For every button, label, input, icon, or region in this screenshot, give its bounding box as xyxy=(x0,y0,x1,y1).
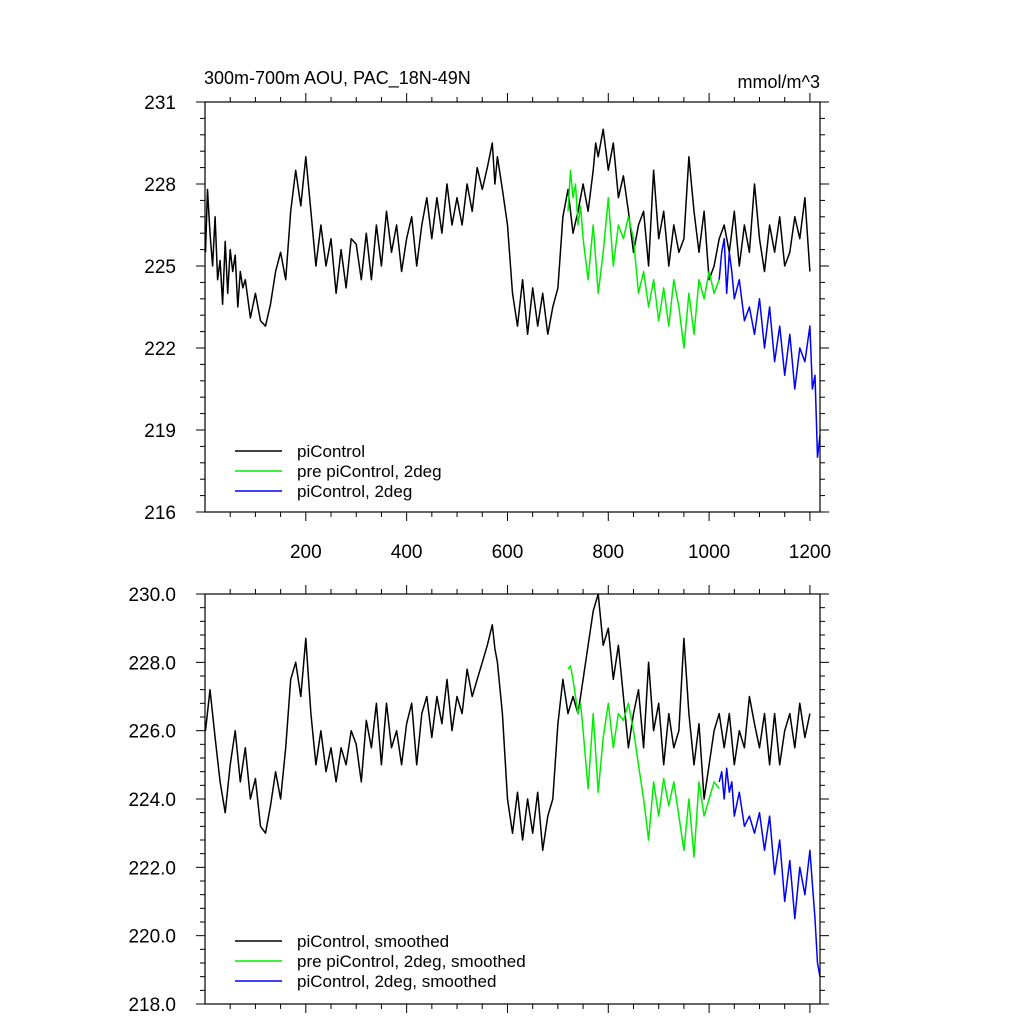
legend-label: piControl, 2deg xyxy=(297,482,412,501)
y-tick-label: 224.0 xyxy=(128,790,176,811)
legend-label: piControl xyxy=(297,442,365,461)
x-tick-label: 200 xyxy=(290,542,322,563)
x-tick-label: 800 xyxy=(592,542,624,563)
series-line-2 xyxy=(567,169,720,349)
y-tick-label: 230.0 xyxy=(128,585,176,606)
series-layer xyxy=(204,128,821,459)
x-tick-label: 1200 xyxy=(789,542,831,563)
legend-label: pre piControl, 2deg, smoothed xyxy=(297,952,526,971)
y-tick-label: 225 xyxy=(144,257,176,278)
y-tick-label: 220.0 xyxy=(128,927,176,948)
x-tick-label: 400 xyxy=(391,542,423,563)
series-line-1 xyxy=(204,128,811,336)
y-tick-label: 231 xyxy=(144,93,176,114)
plot-frame xyxy=(204,593,821,1005)
plot-frame xyxy=(204,101,821,513)
y-tick-label: 219 xyxy=(144,421,176,442)
top-panel: 300m-700m AOU, PAC_18N-49N mmol/m^3 200 4… xyxy=(144,68,831,563)
y-tick-label: 216 xyxy=(144,503,176,524)
legend-label: piControl, 2deg, smoothed xyxy=(297,972,496,991)
series-line-2 xyxy=(567,664,720,858)
y-tick-label: 228.0 xyxy=(128,653,176,674)
x-tick-label: 1000 xyxy=(688,542,730,563)
y-tick-label: 228 xyxy=(144,175,176,196)
y-tick-label: 226.0 xyxy=(128,722,176,743)
bottom-panel: 218.0 220.0 222.0 224.0 226.0 228.0 230.0 piCo… xyxy=(128,585,829,1016)
series-layer xyxy=(204,593,821,977)
series-line-3 xyxy=(718,767,821,977)
chart-title: 300m-700m AOU, PAC_18N-49N xyxy=(204,68,471,89)
legend-label: pre piControl, 2deg xyxy=(297,462,442,481)
series-line-3 xyxy=(718,237,821,459)
y-tick-label: 222.0 xyxy=(128,858,176,879)
x-tick-label: 600 xyxy=(492,542,524,563)
y-tick-label: 222 xyxy=(144,339,176,360)
series-line-1 xyxy=(204,593,811,852)
legend-label: piControl, smoothed xyxy=(297,932,449,951)
y-tick-label: 218.0 xyxy=(128,995,176,1016)
ticks-layer: 200 400 600 800 1000 1200 216 219 222 225 228 231 xyxy=(144,93,831,563)
units-label: mmol/m^3 xyxy=(738,72,820,92)
ticks-layer: 218.0 220.0 222.0 224.0 226.0 228.0 230.0 xyxy=(128,585,829,1016)
